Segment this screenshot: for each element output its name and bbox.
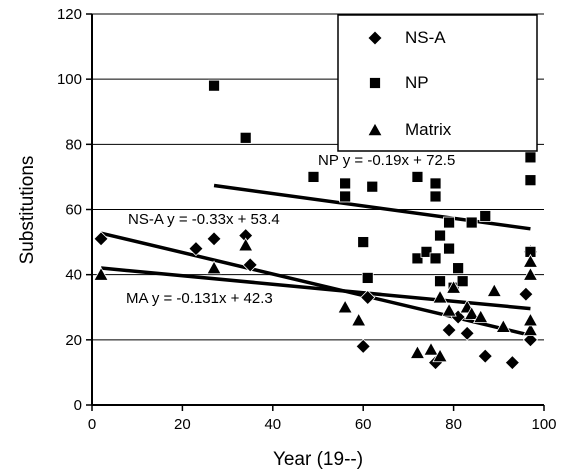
matrix-point <box>206 260 222 275</box>
legend: NS-A NP Matrix <box>337 14 538 152</box>
np-point <box>524 174 537 187</box>
np-point <box>429 252 442 265</box>
x-tick-label: 100 <box>531 416 556 433</box>
ns-a-point <box>355 338 371 354</box>
matrix-point <box>423 341 439 356</box>
ns-a-point <box>242 257 258 273</box>
matrix-point <box>495 318 511 333</box>
np-point <box>434 275 446 288</box>
matrix-point <box>238 237 254 252</box>
np-point <box>361 272 374 284</box>
np-point <box>465 216 478 229</box>
np-point <box>524 151 537 164</box>
matrix-point <box>93 266 109 281</box>
np-point <box>443 242 455 255</box>
matrix-point <box>445 279 462 294</box>
trendline-0 <box>213 183 531 231</box>
matrix-point <box>441 302 457 317</box>
matrix-point <box>522 312 539 327</box>
ns-a-point <box>518 286 534 302</box>
matrix-point <box>337 299 353 314</box>
np-point <box>420 245 433 258</box>
np-point <box>339 190 352 203</box>
x-axis-title: Year (19--) <box>273 449 363 470</box>
np-point <box>456 275 469 288</box>
ns-a-point <box>206 231 222 247</box>
np-point <box>307 171 320 183</box>
y-axis-title: Substitutions <box>17 156 38 265</box>
np-point <box>339 177 352 190</box>
matrix-point <box>522 322 539 337</box>
legend-label-matrix: Matrix <box>405 120 452 139</box>
matrix-point <box>432 348 448 363</box>
ns-a-point <box>441 322 457 338</box>
legend-label-np: NP <box>405 73 429 92</box>
ns-a-point <box>188 241 204 257</box>
legend-markers <box>367 30 383 137</box>
legend-marker-np <box>369 77 381 89</box>
np-point <box>411 171 424 183</box>
np-point <box>452 262 465 275</box>
np-point <box>479 210 492 222</box>
y-tick-label: 80 <box>65 136 82 153</box>
x-tick-label: 40 <box>264 416 281 433</box>
np-point <box>208 79 220 92</box>
matrix-point <box>432 289 448 304</box>
np-point <box>429 190 442 203</box>
y-tick-label: 120 <box>57 6 82 23</box>
np-point <box>357 236 370 248</box>
x-tick-label: 80 <box>445 416 462 433</box>
np-point <box>411 252 424 265</box>
matrix-point <box>473 309 489 324</box>
ns-a-point <box>360 289 376 306</box>
ns-a-point <box>504 355 520 371</box>
y-tick-label: 60 <box>65 202 82 219</box>
matrix-point <box>409 345 426 359</box>
matrix-point <box>351 312 367 327</box>
np-point <box>443 216 455 229</box>
trendline-2 <box>100 266 531 311</box>
x-tick-label: 0 <box>88 416 96 433</box>
data-points <box>93 79 539 371</box>
legend-label-nsa: NS-A <box>405 28 446 47</box>
ns-a-point <box>477 348 493 364</box>
axis-ticks: 0 20 40 60 80 100 120 0 20 40 60 80 100 <box>57 6 557 433</box>
y-tick-label: 100 <box>57 71 82 88</box>
legend-marker-matrix <box>367 122 383 137</box>
y-tick-label: 0 <box>74 397 82 414</box>
y-tick-label: 20 <box>65 332 82 349</box>
y-tick-label: 40 <box>65 267 82 284</box>
ns-a-point <box>522 332 539 348</box>
trendline-label-np: NP y = -0.19x + 72.5 <box>318 152 455 169</box>
x-tick-label: 20 <box>174 416 191 433</box>
matrix-point <box>486 283 502 297</box>
np-point <box>239 131 252 144</box>
legend-marker-ns-a <box>367 30 383 46</box>
np-point <box>434 229 446 242</box>
matrix-point <box>522 253 539 268</box>
np-point <box>366 180 379 193</box>
np-point <box>429 177 442 190</box>
ns-a-point <box>93 231 109 247</box>
x-tick-label: 60 <box>355 416 372 433</box>
trendline-label-ma: MA y = -0.131x + 42.3 <box>126 290 273 307</box>
matrix-point <box>522 266 539 281</box>
trendline-label-nsa: NS-A y = -0.33x + 53.4 <box>128 211 280 228</box>
ns-a-point <box>459 325 475 341</box>
matrix-point <box>464 305 480 320</box>
